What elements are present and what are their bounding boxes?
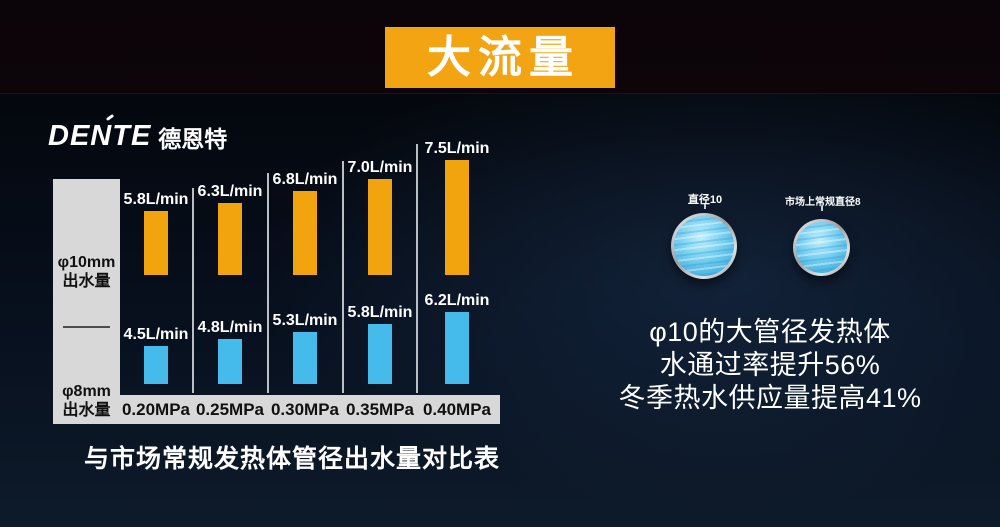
title-banner: 大流量: [385, 27, 615, 88]
bar-value-label-phi10-4: 7.5L/min: [424, 140, 490, 157]
bar-phi10-2: [293, 191, 317, 275]
bar-phi8-0: [144, 346, 168, 384]
brand-logo: DENTE 德恩特: [48, 113, 228, 152]
main-background-band: [0, 93, 1000, 527]
brand-logo-chinese: 德恩特: [158, 125, 228, 152]
brand-logo-latin: DENTE: [48, 120, 152, 152]
y-axis-panel: φ10mm 出水量 φ8mm 出水量: [53, 179, 120, 424]
axis-panel-divider: [63, 326, 110, 328]
benefit-line-1: φ10的大管径发热体: [649, 317, 891, 347]
series-label-phi10-line2: 出水量: [62, 273, 111, 290]
large-pipe-water-icon: [674, 216, 734, 276]
flow-comparison-chart: φ10mm 出水量 φ8mm 出水量 0.20MPa 5.8L/min 4.5L/m…: [53, 135, 500, 424]
bar-value-label-phi8-0: 4.5L/min: [123, 326, 189, 343]
dimension-label-small-pipe: 市场上常规直径8: [785, 197, 861, 208]
series-label-phi8-line2: 出水量: [62, 402, 111, 419]
small-pipe-label: 市场上常规直径8: [785, 197, 861, 208]
dimension-label-large-pipe: 直径10: [668, 194, 742, 206]
bar-value-label-phi10-3: 7.0L/min: [347, 159, 413, 176]
x-axis-label-0: 0.20MPa: [121, 400, 191, 419]
bar-phi10-4: [445, 160, 469, 275]
small-pipe-cross-section: [793, 219, 850, 276]
chart-caption: 与市场常规发热体管径出水量对比表: [84, 445, 501, 473]
series-label-phi10-line1: φ10mm: [57, 254, 116, 271]
x-axis-strip: [120, 395, 500, 424]
group-divider-1: [192, 188, 194, 393]
large-pipe-label: 直径10: [687, 194, 723, 206]
bar-phi10-1: [218, 203, 242, 275]
bar-phi8-4: [445, 312, 469, 384]
chart-plot: 0.20MPa 5.8L/min 4.5L/min 0.25MPa 6.3L/min 4.…: [53, 135, 500, 424]
series-label-phi10: φ10mm 出水量: [53, 253, 120, 291]
bar-value-label-phi10-1: 6.3L/min: [197, 183, 263, 200]
small-pipe-water-icon: [796, 222, 847, 273]
group-divider-3: [342, 161, 344, 393]
group-divider-2: [267, 173, 269, 393]
bar-phi8-1: [218, 339, 242, 384]
x-axis-label-1: 0.25MPa: [195, 400, 265, 419]
benefit-line-2: 水通过率提升56%: [659, 350, 881, 380]
group-divider-4: [416, 144, 418, 393]
x-axis-label-2: 0.30MPa: [270, 400, 340, 419]
page-title: 大流量: [427, 32, 580, 82]
bar-value-label-phi10-2: 6.8L/min: [272, 171, 338, 188]
x-axis-label-3: 0.35MPa: [345, 400, 415, 419]
bar-phi8-3: [368, 324, 392, 384]
bar-phi10-3: [368, 179, 392, 275]
bar-phi8-2: [293, 332, 317, 384]
large-pipe-cross-section: [671, 213, 737, 279]
bar-phi10-0: [144, 211, 168, 275]
bar-value-label-phi8-4: 6.2L/min: [424, 292, 490, 309]
bar-value-label-phi8-2: 5.3L/min: [272, 312, 338, 329]
bar-value-label-phi8-1: 4.8L/min: [197, 319, 263, 336]
benefit-text-block: φ10的大管径发热体 水通过率提升56% 冬季热水供应量提高41%: [598, 316, 942, 415]
series-label-phi8: φ8mm 出水量: [53, 382, 120, 420]
benefit-line-3: 冬季热水供应量提高41%: [618, 383, 922, 413]
bar-value-label-phi8-3: 5.8L/min: [347, 304, 413, 321]
x-axis-label-4: 0.40MPa: [422, 400, 492, 419]
series-label-phi8-line1: φ8mm: [62, 383, 111, 400]
bar-value-label-phi10-0: 5.8L/min: [123, 191, 189, 208]
